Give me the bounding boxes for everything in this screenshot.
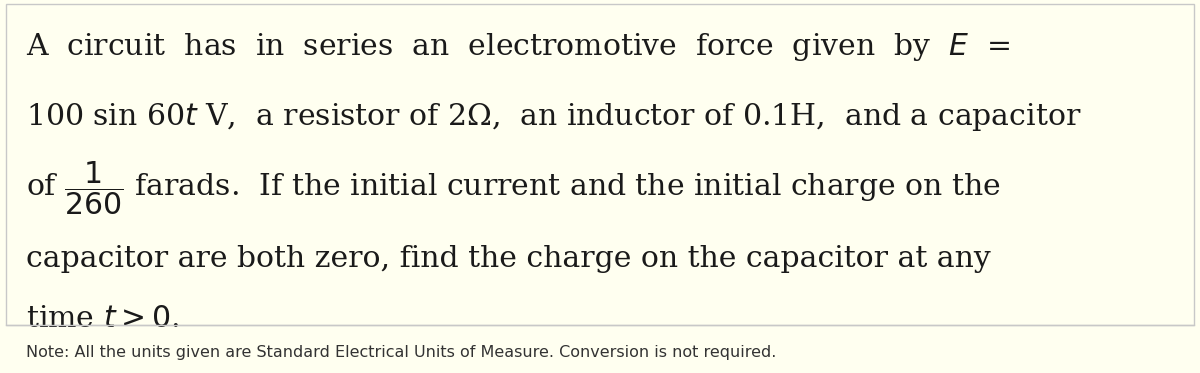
Text: capacitor are both zero, find the charge on the capacitor at any: capacitor are both zero, find the charge… (26, 245, 991, 273)
Text: Note: All the units given are Standard Electrical Units of Measure. Conversion i: Note: All the units given are Standard E… (26, 345, 776, 360)
Text: of $\dfrac{1}{260}$ farads.  If the initial current and the initial charge on th: of $\dfrac{1}{260}$ farads. If the initi… (26, 160, 1001, 217)
FancyBboxPatch shape (6, 4, 1194, 325)
Text: 100 sin 60$t$ V,  a resistor of 2Ω,  an inductor of 0.1H,  and a capacitor: 100 sin 60$t$ V, a resistor of 2Ω, an in… (26, 101, 1082, 134)
Text: time $t > 0$.: time $t > 0$. (26, 305, 180, 333)
Text: A  circuit  has  in  series  an  electromotive  force  given  by  $E$  =: A circuit has in series an electromotive… (26, 31, 1010, 63)
